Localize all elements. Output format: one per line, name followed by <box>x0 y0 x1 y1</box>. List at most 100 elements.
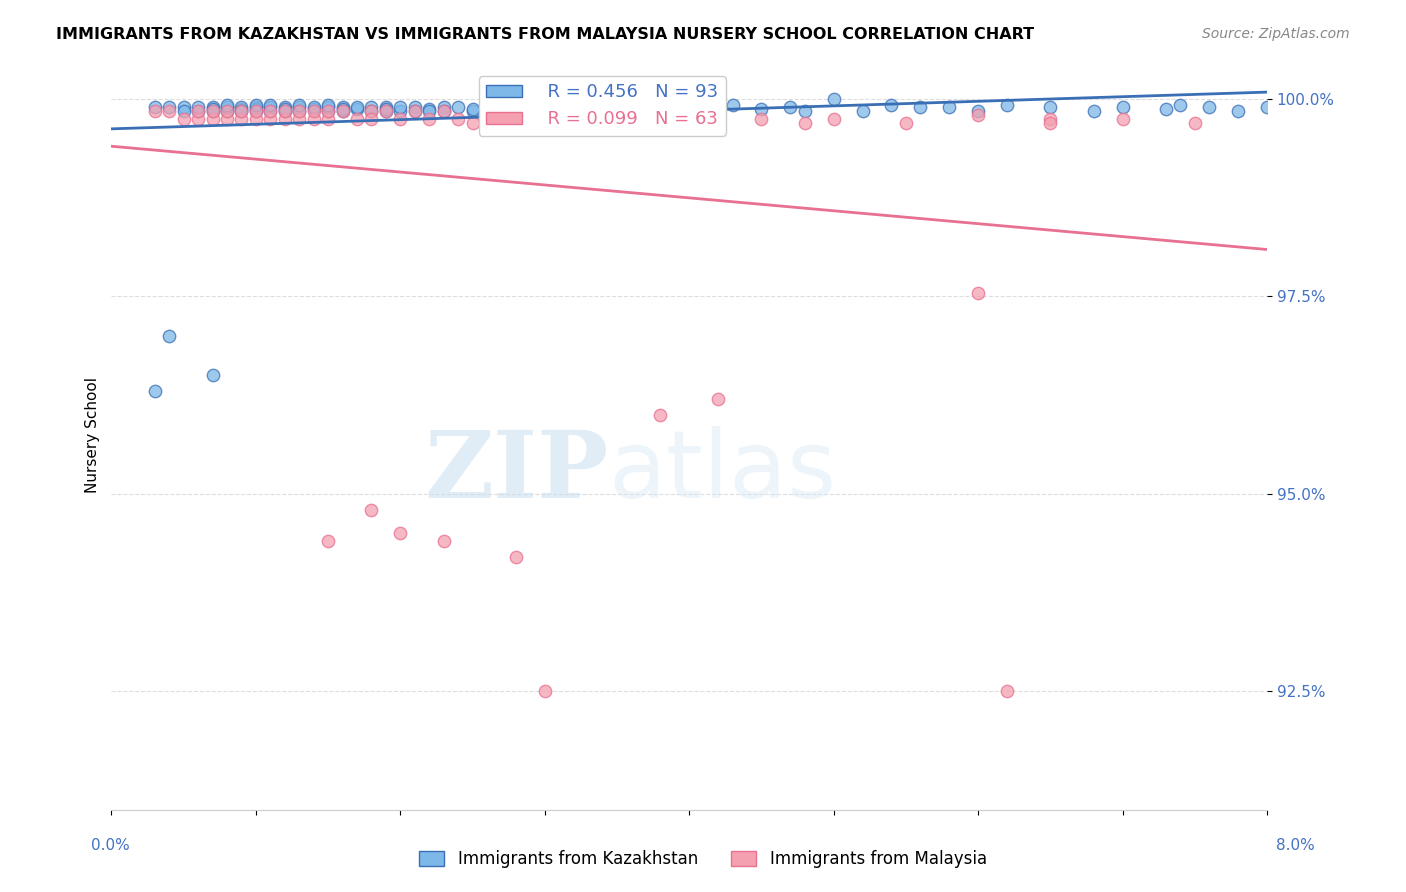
Point <box>215 100 238 114</box>
Point <box>678 112 700 126</box>
Point <box>346 100 368 114</box>
Point <box>332 100 354 114</box>
Point <box>274 103 297 118</box>
Point <box>173 103 195 118</box>
Point <box>143 103 166 118</box>
Point <box>332 103 354 118</box>
Point <box>274 100 297 114</box>
Point <box>1184 116 1206 130</box>
Point <box>606 112 628 126</box>
Point <box>245 103 267 118</box>
Point <box>1154 102 1177 116</box>
Point <box>418 103 440 118</box>
Point <box>374 100 396 114</box>
Point <box>316 534 339 549</box>
Text: Source: ZipAtlas.com: Source: ZipAtlas.com <box>1202 27 1350 41</box>
Point <box>967 285 990 300</box>
Point <box>1039 100 1062 114</box>
Point <box>143 384 166 399</box>
Point <box>360 112 382 126</box>
Point <box>187 112 209 126</box>
Point <box>606 103 628 118</box>
Point <box>316 103 339 118</box>
Point <box>533 103 555 118</box>
Point <box>650 408 672 422</box>
Point <box>316 103 339 118</box>
Point <box>707 392 730 406</box>
Point <box>231 103 253 118</box>
Point <box>274 103 297 118</box>
Point <box>938 100 960 114</box>
Point <box>231 112 253 126</box>
Point <box>533 112 555 126</box>
Point <box>1170 98 1192 112</box>
Point <box>215 98 238 112</box>
Point <box>374 102 396 116</box>
Point <box>1039 116 1062 130</box>
Point <box>562 103 585 118</box>
Point <box>418 102 440 116</box>
Point <box>634 102 657 116</box>
Point <box>404 100 426 114</box>
Point <box>851 103 873 118</box>
Point <box>274 112 297 126</box>
Point <box>505 116 527 130</box>
Legend:   R = 0.456   N = 93,   R = 0.099   N = 63: R = 0.456 N = 93, R = 0.099 N = 63 <box>478 76 725 136</box>
Point <box>245 103 267 118</box>
Point <box>1111 112 1133 126</box>
Point <box>374 103 396 118</box>
Point <box>1039 112 1062 126</box>
Point <box>245 100 267 114</box>
Point <box>475 100 498 114</box>
Point <box>231 103 253 118</box>
Point <box>664 98 686 112</box>
Point <box>967 108 990 122</box>
Point <box>302 102 325 116</box>
Point <box>823 92 845 106</box>
Point <box>245 102 267 116</box>
Point <box>288 100 311 114</box>
Point <box>562 103 585 118</box>
Point <box>910 100 932 114</box>
Point <box>259 100 281 114</box>
Point <box>215 103 238 118</box>
Point <box>374 103 396 118</box>
Text: ZIP: ZIP <box>425 427 609 517</box>
Point <box>201 103 224 118</box>
Point <box>316 100 339 114</box>
Point <box>793 103 815 118</box>
Point <box>288 103 311 118</box>
Point <box>404 103 426 118</box>
Point <box>360 502 382 516</box>
Legend: Immigrants from Kazakhstan, Immigrants from Malaysia: Immigrants from Kazakhstan, Immigrants f… <box>412 844 994 875</box>
Point <box>634 103 657 118</box>
Point <box>231 102 253 116</box>
Point <box>433 103 456 118</box>
Point <box>302 100 325 114</box>
Point <box>157 329 180 343</box>
Point <box>491 103 513 118</box>
Point <box>259 103 281 118</box>
Point <box>360 103 382 118</box>
Point <box>505 100 527 114</box>
Point <box>620 100 643 114</box>
Point <box>173 112 195 126</box>
Point <box>143 100 166 114</box>
Text: 0.0%: 0.0% <box>91 838 131 854</box>
Point <box>288 98 311 112</box>
Point <box>245 98 267 112</box>
Point <box>707 100 730 114</box>
Point <box>418 112 440 126</box>
Point <box>592 100 614 114</box>
Point <box>259 112 281 126</box>
Point <box>823 112 845 126</box>
Point <box>433 534 456 549</box>
Point <box>576 102 599 116</box>
Point <box>880 98 903 112</box>
Point <box>302 103 325 118</box>
Point <box>288 112 311 126</box>
Point <box>231 100 253 114</box>
Point <box>302 112 325 126</box>
Point <box>461 103 484 118</box>
Text: 8.0%: 8.0% <box>1275 838 1315 854</box>
